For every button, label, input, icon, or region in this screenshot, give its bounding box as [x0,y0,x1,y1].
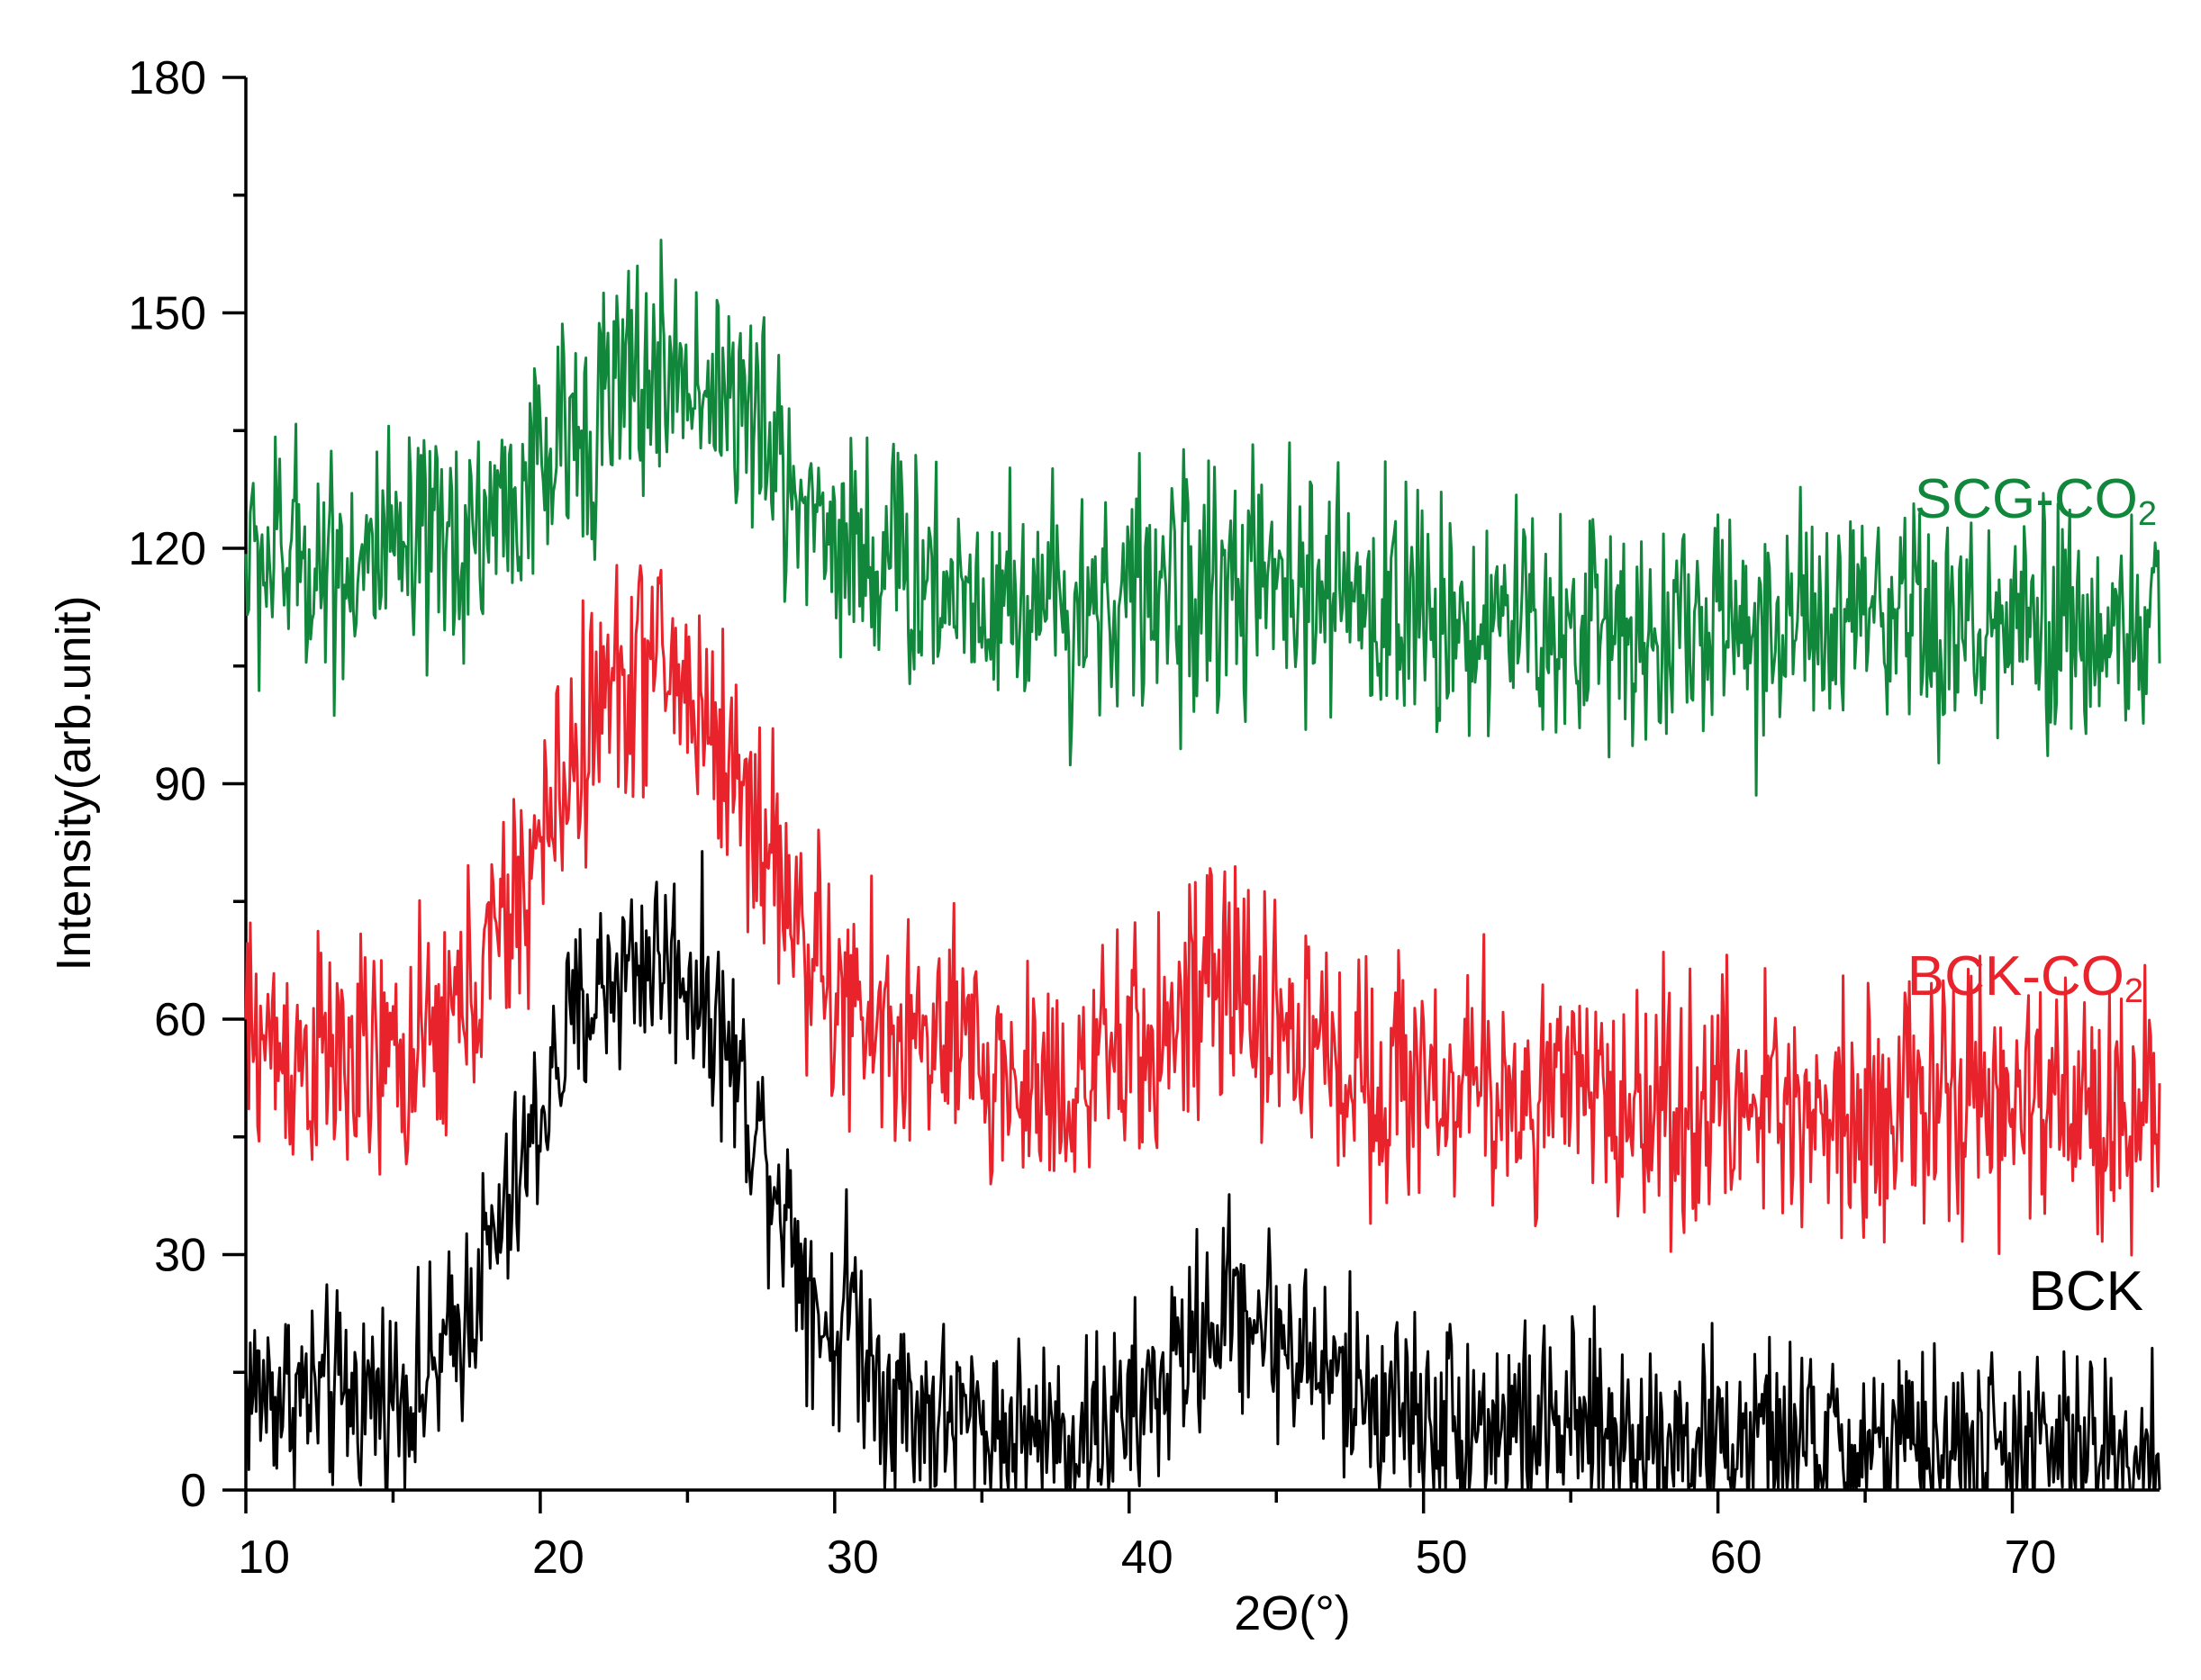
x-tick-label: 20 [532,1531,584,1584]
x-tick-label: 50 [1416,1531,1468,1584]
x-tick-label: 70 [2005,1531,2057,1584]
y-tick-label: 120 [128,523,206,575]
x-tick-label: 40 [1121,1531,1173,1584]
y-tick-label: 90 [154,759,206,811]
series-label-scg-co2: SCG-CO2 [1915,468,2157,533]
y-tick-label: 0 [180,1465,206,1517]
x-tick-label: 30 [827,1531,879,1584]
series-line-bck-co2 [244,564,2161,1257]
series-line-scg-co2 [244,239,2161,797]
series-label-bck: BCK [2029,1260,2143,1323]
x-tick-label: 10 [238,1531,290,1584]
labels: BCK BCK-CO2 SCG-CO2 [1907,468,2157,1323]
axes [244,77,2160,1492]
series-line-bck [244,850,2161,1492]
x-axis-title: 2Θ(°) [1234,1586,1351,1640]
y-tick-label: 150 [128,288,206,340]
y-tick-label: 180 [128,52,206,104]
y-tick-label: 60 [154,994,206,1046]
y-axis-title: Intensity(arb.unit) [47,595,101,971]
series-layer [244,239,2161,1492]
series-label-bck-co2: BCK-CO2 [1907,945,2143,1010]
x-tick-label: 60 [1710,1531,1762,1584]
y-tick-label: 30 [154,1230,206,1282]
ticks: 10 20 30 40 50 60 70 0 30 60 90 120 150 180 [128,52,2056,1584]
